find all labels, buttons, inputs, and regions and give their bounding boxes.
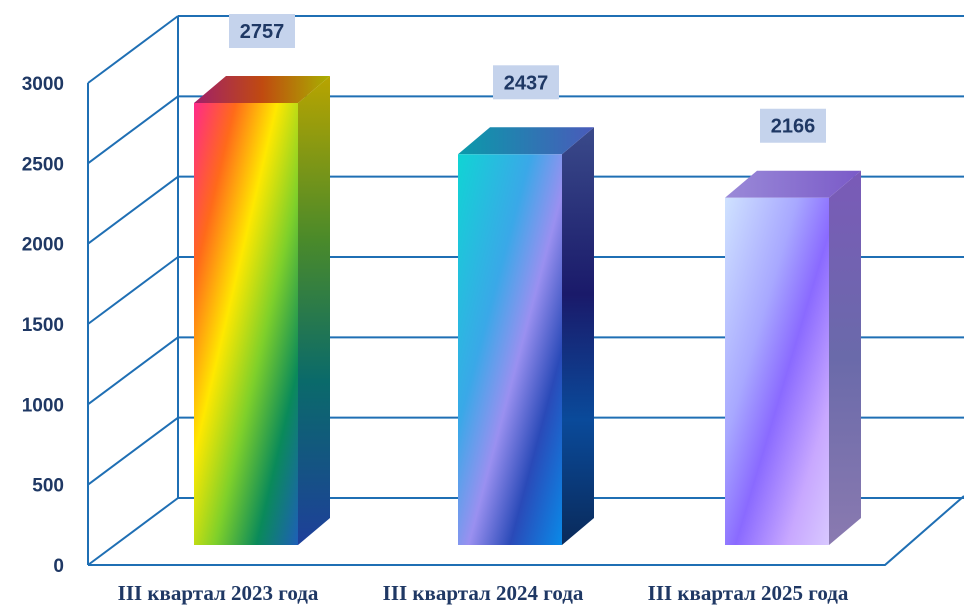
- data-labels: 2757 2437 2166: [229, 14, 826, 143]
- gridline-side: [87, 95, 179, 165]
- x-category-label: III квартал 2023 года: [118, 581, 319, 605]
- y-tick-label: 3000: [22, 74, 64, 95]
- gridline-side: [87, 497, 179, 566]
- data-label: 2166: [760, 108, 826, 143]
- x-category-label: III квартал 2024 года: [383, 581, 584, 605]
- gridline-side: [87, 416, 179, 486]
- bars: [194, 76, 861, 546]
- y-tick-label: 500: [32, 476, 64, 497]
- y-tick-label: 0: [53, 556, 64, 577]
- bar-top: [725, 170, 861, 198]
- data-label-bg: [493, 65, 559, 100]
- data-label: 2757: [229, 14, 295, 48]
- bar-top: [194, 76, 330, 103]
- bar: [458, 154, 562, 546]
- x-category-label: III квартал 2025 года: [648, 581, 849, 605]
- bar-side: [562, 127, 594, 546]
- gridline-side: [87, 256, 179, 325]
- bar: [194, 103, 298, 545]
- data-label: 2437: [493, 65, 559, 100]
- bar-top: [458, 127, 594, 155]
- data-label-text: 2437: [504, 72, 549, 94]
- x-axis-categories: III квартал 2023 года III квартал 2024 го…: [118, 581, 849, 605]
- gridline-side: [87, 336, 179, 406]
- y-tick-label: 1500: [22, 315, 64, 336]
- y-tick-label: 2000: [22, 235, 64, 256]
- bar-side: [298, 76, 330, 545]
- y-tick-label: 2500: [22, 154, 64, 175]
- y-tick-label: 1000: [22, 395, 64, 416]
- floor-line: [88, 495, 964, 566]
- y-axis-ticks: 0 500 1000 1500 2000 2500 3000: [22, 74, 64, 577]
- data-label-bg: [760, 108, 826, 143]
- data-label-text: 2166: [771, 116, 816, 138]
- gridline-side: [87, 175, 179, 245]
- gridline-side: [87, 15, 179, 84]
- data-label-bg: [229, 14, 295, 48]
- bar: [725, 197, 829, 545]
- data-label-text: 2757: [240, 21, 285, 43]
- bar-side: [829, 170, 861, 545]
